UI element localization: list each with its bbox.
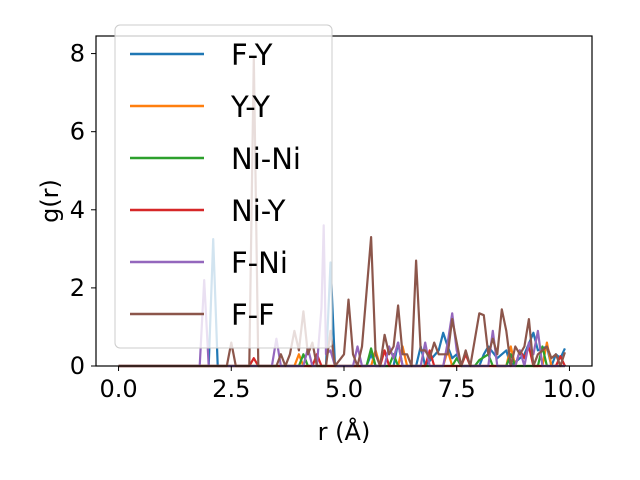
legend: F-Y Y-Y Ni-Ni Ni-Y F-Ni F-F xyxy=(114,24,333,349)
x-axis: 0.0 2.5 5.0 7.5 10.0 xyxy=(99,366,596,403)
y-tick-label: 2 xyxy=(70,274,85,302)
x-axis-label: r (Å) xyxy=(318,417,371,446)
y-axis-label: g(r) xyxy=(36,179,64,223)
legend-entries: F-Y Y-Y Ni-Ni Ni-Y F-Ni F-F xyxy=(130,38,301,332)
x-tick-label: 7.5 xyxy=(438,375,476,403)
x-tick-label: 2.5 xyxy=(212,375,250,403)
x-tick-label: 5.0 xyxy=(325,375,363,403)
legend-label-ni-ni: Ni-Ni xyxy=(231,142,301,176)
series-line-f-y xyxy=(118,238,566,368)
legend-label-f-f: F-F xyxy=(231,298,275,332)
legend-box xyxy=(114,24,333,349)
y-axis: 0 2 4 6 8 xyxy=(70,40,96,380)
y-tick-label: 8 xyxy=(70,40,85,68)
legend-label-y-y: Y-Y xyxy=(230,90,270,124)
y-tick-label: 6 xyxy=(70,118,85,146)
legend-label-ni-y: Ni-Y xyxy=(231,194,286,228)
x-tick-label: 10.0 xyxy=(543,375,596,403)
legend-label-f-y: F-Y xyxy=(231,38,273,72)
legend-label-f-ni: F-Ni xyxy=(231,246,288,280)
y-tick-label: 4 xyxy=(70,196,85,224)
x-tick-label: 0.0 xyxy=(99,375,137,403)
y-tick-label: 0 xyxy=(70,352,85,380)
